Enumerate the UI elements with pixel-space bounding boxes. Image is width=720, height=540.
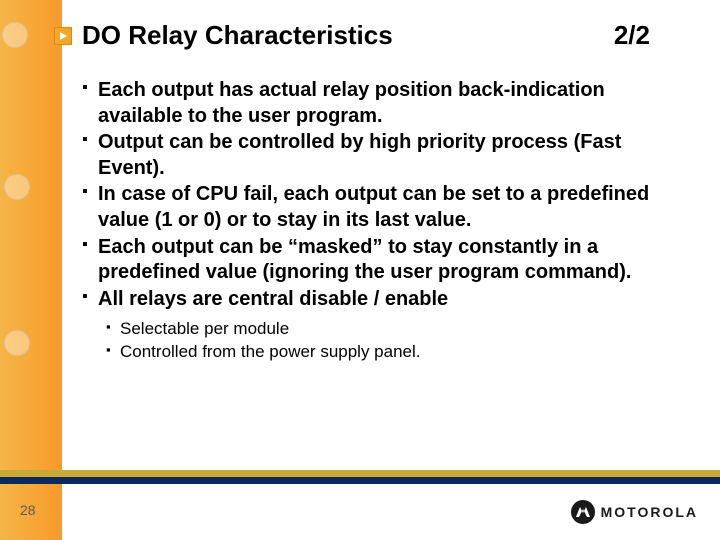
sub-bullet-item: Selectable per module <box>106 318 690 341</box>
footer-gold-stripe <box>0 470 720 477</box>
slide-title: DO Relay Characteristics <box>82 20 614 51</box>
footer-divider <box>0 470 720 484</box>
watermark-circle <box>4 330 30 356</box>
bullet-item: Each output has actual relay position ba… <box>82 78 690 129</box>
bullet-item: Each output can be “masked” to stay cons… <box>82 235 690 286</box>
watermark-circle <box>2 22 28 48</box>
watermark-circle <box>4 174 30 200</box>
page-number: 28 <box>20 502 36 518</box>
content-area: Each output has actual relay position ba… <box>82 78 690 364</box>
bullet-item: In case of CPU fail, each output can be … <box>82 182 690 233</box>
main-bullet-list: Each output has actual relay position ba… <box>82 78 690 312</box>
bullet-item: All relays are central disable / enable <box>82 287 690 313</box>
logo-text: MOTOROLA <box>601 504 698 520</box>
footer-navy-stripe <box>0 477 720 484</box>
page-indicator: 2/2 <box>614 20 650 51</box>
brand-logo: MOTOROLA <box>571 500 698 524</box>
title-row: DO Relay Characteristics 2/2 <box>54 20 680 51</box>
sub-bullet-list: Selectable per module Controlled from th… <box>106 318 690 364</box>
sub-bullet-item: Controlled from the power supply panel. <box>106 341 690 364</box>
play-arrow-icon <box>54 27 72 45</box>
left-decorative-band <box>0 0 62 540</box>
bullet-item: Output can be controlled by high priorit… <box>82 130 690 181</box>
motorola-m-icon <box>571 500 595 524</box>
